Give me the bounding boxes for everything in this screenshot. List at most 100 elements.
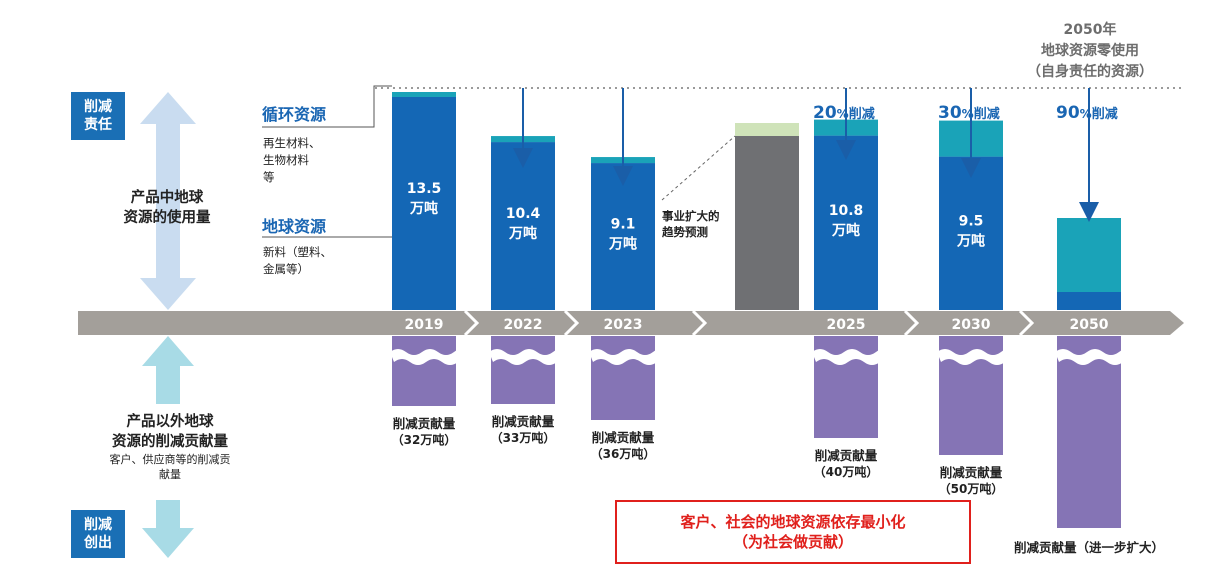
badge-reduce-create: 削减 创出 bbox=[71, 510, 125, 558]
badge-top-line2: 责任 bbox=[84, 117, 112, 133]
lower-bar-break-2025 bbox=[812, 349, 882, 365]
recycled-resource-title: 循环资源 bbox=[262, 105, 327, 124]
reduction-pct-2030: % bbox=[962, 107, 974, 121]
axis-tick-2023: 2023 bbox=[604, 317, 643, 333]
bar-2019-unit-label: 万吨 bbox=[409, 200, 438, 217]
lower-bar-break-2050 bbox=[1055, 349, 1125, 365]
bar-2050-recycled bbox=[1057, 218, 1121, 292]
reduction-word-2025: 削减 bbox=[849, 106, 875, 122]
reduction-label-2050: 90%削减 bbox=[1056, 103, 1118, 123]
axis-chevron-4 bbox=[1018, 309, 1035, 337]
recycled-desc-line1: 再生材料、 bbox=[263, 136, 321, 150]
bar-2025-unit-label: 万吨 bbox=[831, 222, 860, 239]
lower-note-line2: 献量 bbox=[159, 468, 181, 481]
bar-2023-value-label: 9.1 bbox=[611, 217, 636, 233]
lower-bar-break-2019 bbox=[390, 349, 460, 365]
reduction-label-2030: 30%削减 bbox=[938, 103, 1000, 123]
trend-note-line1: 事业扩大的 bbox=[662, 209, 720, 223]
axis-chevron-0 bbox=[463, 309, 480, 337]
lower-label-2030-line2: （50万吨） bbox=[939, 481, 1004, 496]
top-title-line2: 地球资源零使用 bbox=[1041, 43, 1139, 59]
bar-2030-value-label: 9.5 bbox=[959, 213, 984, 229]
lower-label-2025-line1: 削减贡献量 bbox=[815, 448, 878, 463]
lower-up-arrow-icon bbox=[142, 336, 194, 404]
badge-reduce-responsibility: 削减 责任 bbox=[71, 92, 125, 140]
lower-bar-break-2022 bbox=[489, 349, 559, 365]
earth-desc-line1: 新料（塑料、 bbox=[263, 245, 332, 259]
society-callout-box: 客户、社会的地球资源依存最小化 （为社会做贡献） bbox=[615, 500, 971, 564]
bar-2025-projection bbox=[735, 136, 799, 310]
top-title-line1: 2050年 bbox=[1063, 22, 1117, 38]
lower-bar-break-2023 bbox=[589, 349, 659, 365]
axis-tick-2022: 2022 bbox=[504, 317, 543, 333]
top-title-line3: （自身责任的资源） bbox=[1027, 64, 1153, 80]
callout-line2: （为社会做贡献） bbox=[732, 533, 853, 551]
recycled-resource-desc: 再生材料、 生物材料 等 bbox=[263, 135, 321, 186]
earth-desc-line2: 金属等） bbox=[263, 262, 309, 276]
bar-2019-earth bbox=[392, 92, 456, 310]
lower-desc-line2: 资源的削减贡献量 bbox=[112, 434, 228, 450]
lower-desc-line1: 产品以外地球 bbox=[126, 414, 214, 430]
lower-label-2030-line1: 削减贡献量 bbox=[940, 465, 1003, 480]
axis-chevron-3 bbox=[903, 309, 920, 337]
axis-tick-2030: 2030 bbox=[952, 317, 991, 333]
upper-desc-line1: 产品中地球 bbox=[130, 190, 204, 206]
lower-bar-2050 bbox=[1057, 336, 1121, 528]
badge-bottom-line1: 削减 bbox=[84, 517, 112, 533]
lower-down-arrow-icon bbox=[142, 500, 194, 558]
badge-top-line1: 削减 bbox=[84, 99, 112, 115]
axis-tick-2019: 2019 bbox=[405, 317, 444, 333]
lower-bar-2023 bbox=[591, 336, 655, 420]
lower-label-2050-line1: 削减贡献量（进一步扩大） bbox=[1014, 540, 1164, 555]
lower-bar-break-2030 bbox=[937, 349, 1007, 365]
reduction-pct-2025: % bbox=[837, 107, 849, 121]
axis-tick-2050: 2050 bbox=[1070, 317, 1109, 333]
recycled-leader-line bbox=[262, 85, 392, 128]
lower-label-2023-line1: 削减贡献量 bbox=[592, 430, 655, 445]
bar-2022-value-label: 10.4 bbox=[506, 206, 541, 222]
bar-2023-earth bbox=[591, 163, 655, 310]
bar-2019-recycled bbox=[392, 92, 456, 97]
trend-note: 事业扩大的 趋势预测 bbox=[662, 208, 720, 240]
lower-label-2022-line2: （33万吨） bbox=[491, 430, 556, 445]
lower-bar-2019 bbox=[392, 336, 456, 406]
bar-2030-unit-label: 万吨 bbox=[956, 232, 985, 249]
lower-label-2025-line2: （40万吨） bbox=[814, 464, 879, 479]
reduction-num-2050: 90 bbox=[1056, 103, 1080, 123]
earth-resource-title: 地球资源 bbox=[262, 217, 327, 236]
reduction-label-2025: 20%削减 bbox=[813, 103, 875, 123]
bar-2022-unit-label: 万吨 bbox=[508, 225, 537, 242]
lower-bar-2022 bbox=[491, 336, 555, 404]
lower-note-line1: 客户、供应商等的削减贡 bbox=[109, 453, 231, 466]
bar-2050-earth bbox=[1057, 292, 1121, 310]
reduction-word-2030: 削减 bbox=[974, 106, 1000, 122]
bar-2019-value-label: 13.5 bbox=[407, 181, 442, 197]
trend-note-line2: 趋势预测 bbox=[662, 225, 708, 239]
reduction-num-2025: 20 bbox=[813, 103, 837, 123]
recycled-desc-line2: 生物材料 bbox=[263, 153, 309, 167]
lower-label-2019-line1: 削减贡献量 bbox=[393, 416, 456, 431]
trend-dashed-line bbox=[661, 135, 736, 201]
axis-tick-2025: 2025 bbox=[827, 317, 866, 333]
reduction-word-2050: 削减 bbox=[1092, 106, 1118, 122]
recycled-desc-line3: 等 bbox=[263, 170, 275, 184]
lower-label-2023-line2: （36万吨） bbox=[591, 446, 656, 461]
callout-line1: 客户、社会的地球资源依存最小化 bbox=[680, 513, 906, 531]
bar-2022-earth bbox=[491, 142, 555, 310]
lower-label-2022-line1: 削减贡献量 bbox=[492, 414, 555, 429]
timeline-axis bbox=[78, 311, 1184, 335]
bar-2025-value-label: 10.8 bbox=[829, 203, 864, 219]
lower-label-2019-line2: （32万吨） bbox=[392, 432, 457, 447]
axis-chevron-2 bbox=[691, 309, 708, 337]
badge-bottom-line2: 创出 bbox=[84, 535, 112, 551]
bar-2025-projection-cap bbox=[735, 123, 799, 136]
bar-2025-earth bbox=[814, 135, 878, 310]
bar-2023-unit-label: 万吨 bbox=[608, 236, 637, 253]
upper-desc-line2: 资源的使用量 bbox=[123, 210, 211, 226]
upper-description: 产品中地球 资源的使用量 bbox=[102, 188, 232, 228]
reduction-num-2030: 30 bbox=[938, 103, 962, 123]
bar-2030-earth bbox=[939, 156, 1003, 310]
lower-description: 产品以外地球 资源的削减贡献量 客户、供应商等的削减贡 献量 bbox=[84, 412, 256, 482]
